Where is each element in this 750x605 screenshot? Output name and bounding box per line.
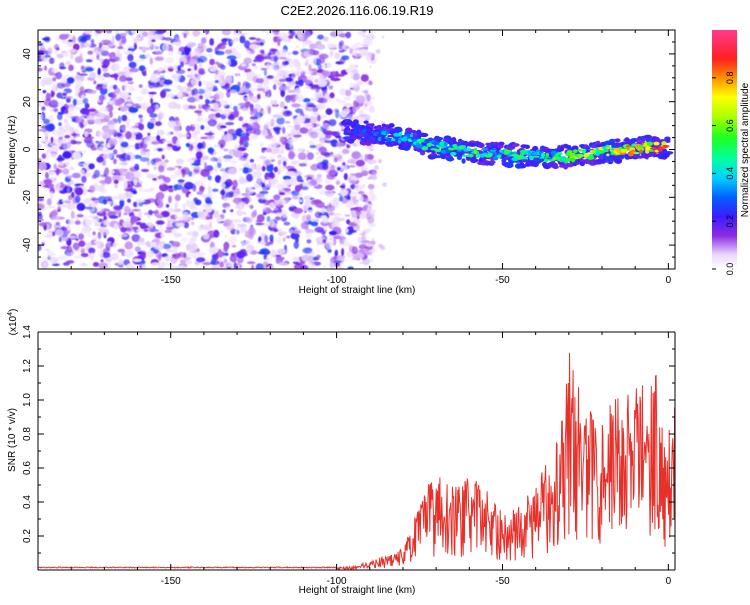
spectrogram-y-axis-label: Frequency (Hz) <box>7 116 18 185</box>
snr-y-tick-label: 1.4 <box>22 325 33 339</box>
snr-x-tick-label: 0 <box>666 576 672 587</box>
snr-y-tick-label: 1.2 <box>22 359 33 373</box>
snr-y-tick-label: 0.4 <box>22 495 33 509</box>
snr-panel: -150 -100 -50 0 0.2 0.4 0.6 0.8 1.0 1.2 1.4 Height… <box>7 309 676 596</box>
snr-plot-area <box>38 352 675 570</box>
snr-x-tick-label: -150 <box>161 576 181 587</box>
spectrogram-image <box>38 30 674 269</box>
snr-y-tick-label: 1.0 <box>22 393 33 407</box>
snr-x-tick-label: -50 <box>495 576 510 587</box>
colorbar-label: Normalized spectral amplitude <box>740 82 750 217</box>
snr-y-axis-label: SNR (10 * v/v) <box>7 408 18 472</box>
colorbar: 0.0 0.2 0.4 0.6 0.8 Normalized spectral ampl… <box>712 30 750 275</box>
snr-y-tick-label: 0.2 <box>22 529 33 543</box>
colorbar-tick-label: 0.2 <box>725 215 735 228</box>
spectrogram-x-axis-label: Height of straight line (km) <box>299 285 416 296</box>
spectrogram-x-tick-label: 0 <box>666 275 672 286</box>
spectrogram-y-tick-label: -40 <box>22 237 33 252</box>
colorbar-tick-label: 0.6 <box>725 119 735 132</box>
noise-speckle <box>38 30 387 269</box>
spectrogram-x-tick-label: -50 <box>495 275 510 286</box>
snr-y-tick-label: 0.8 <box>22 427 33 441</box>
spectrogram-y-tick-label: 40 <box>22 48 33 60</box>
spectrogram-x-tick-label: -150 <box>161 275 181 286</box>
spectrogram-y-tick-label: 20 <box>22 96 33 108</box>
colorbar-tick-label: 0.4 <box>725 167 735 180</box>
snr-y-scale-label: (x104) <box>7 309 19 336</box>
spectrogram-panel: -150 -100 -50 0 -40 -20 0 20 40 Height of straig… <box>7 29 676 296</box>
figure-title: C2E2.2026.116.06.19.R19 <box>281 3 434 18</box>
signal-track <box>341 119 674 170</box>
colorbar-ticks: 0.0 0.2 0.4 0.6 0.8 <box>712 72 735 276</box>
spectrogram-y-tick-label: 0 <box>22 146 33 152</box>
colorbar-gradient <box>712 30 737 269</box>
spectrogram-axes: -150 -100 -50 0 -40 -20 0 20 40 <box>22 30 675 286</box>
snr-x-tick-label: -100 <box>327 576 347 587</box>
snr-axes: -150 -100 -50 0 0.2 0.4 0.6 0.8 1.0 1.2 1.4 <box>22 325 675 587</box>
colorbar-tick-label: 0.0 <box>725 263 735 276</box>
snr-line <box>38 352 675 570</box>
spectrogram-x-tick-label: -100 <box>327 275 347 286</box>
colorbar-tick-label: 0.8 <box>725 72 735 85</box>
snr-y-tick-label: 0.6 <box>22 461 33 475</box>
snr-x-axis-label: Height of straight line (km) <box>299 585 416 596</box>
spectrogram-y-tick-label: -20 <box>22 190 33 205</box>
